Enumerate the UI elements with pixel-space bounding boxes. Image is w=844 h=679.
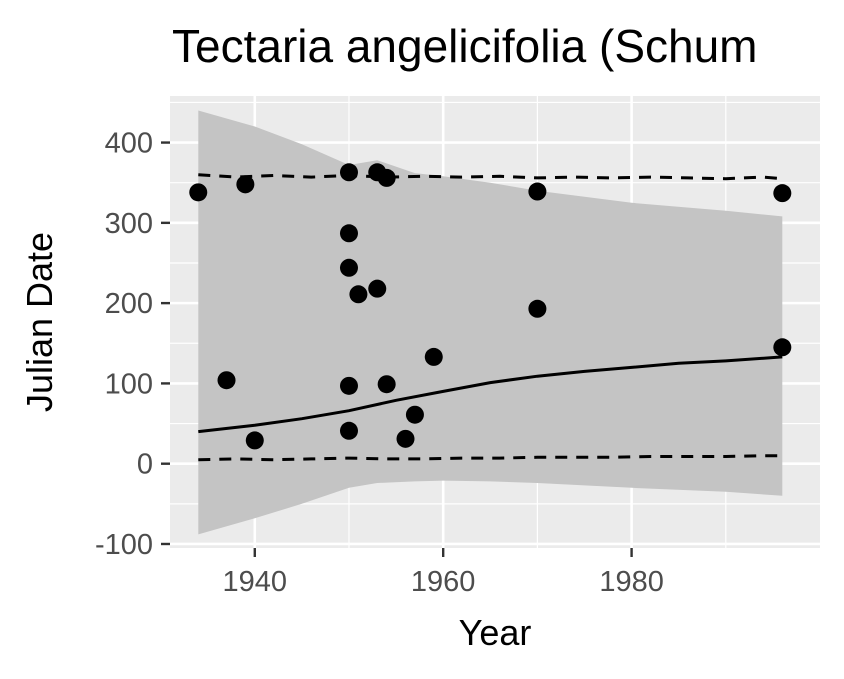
data-point xyxy=(405,405,424,424)
data-point xyxy=(773,184,792,203)
data-point xyxy=(217,371,236,390)
chart-title: Tectaria angelicifolia (Schum xyxy=(172,20,758,72)
trend-line xyxy=(198,355,783,434)
upper-dashed-line xyxy=(198,173,783,181)
data-point xyxy=(377,168,396,187)
x-axis: 1940 1960 1980 xyxy=(223,548,664,598)
data-point xyxy=(245,431,264,450)
data-point xyxy=(339,224,358,243)
data-point xyxy=(349,285,368,304)
x-tick-label: 1940 xyxy=(223,566,288,598)
data-point xyxy=(339,421,358,440)
y-axis-title: Julian Date xyxy=(19,232,60,412)
y-tick-label: -100 xyxy=(95,529,153,561)
y-tick-label: 0 xyxy=(137,449,153,481)
data-point xyxy=(339,163,358,182)
x-tick-label: 1980 xyxy=(599,566,664,598)
data-point xyxy=(339,376,358,395)
data-point xyxy=(424,347,443,366)
points-layer xyxy=(189,163,792,450)
y-tick-label: 300 xyxy=(105,208,153,240)
data-point xyxy=(396,429,415,448)
data-point xyxy=(528,182,547,201)
y-tick-label: 100 xyxy=(105,368,153,400)
data-point xyxy=(339,258,358,277)
data-point xyxy=(368,279,387,298)
data-point xyxy=(377,375,396,394)
lines-layer xyxy=(198,173,783,462)
y-tick-label: 200 xyxy=(105,288,153,320)
lower-dashed-line xyxy=(198,454,783,462)
data-point xyxy=(236,175,255,194)
y-tick-label: 400 xyxy=(105,128,153,160)
data-point xyxy=(528,299,547,318)
data-point xyxy=(773,338,792,357)
data-point xyxy=(189,183,208,202)
x-tick-label: 1960 xyxy=(411,566,476,598)
y-axis: -100 0 100 200 300 400 xyxy=(95,128,170,561)
x-axis-title: Year xyxy=(459,612,532,653)
